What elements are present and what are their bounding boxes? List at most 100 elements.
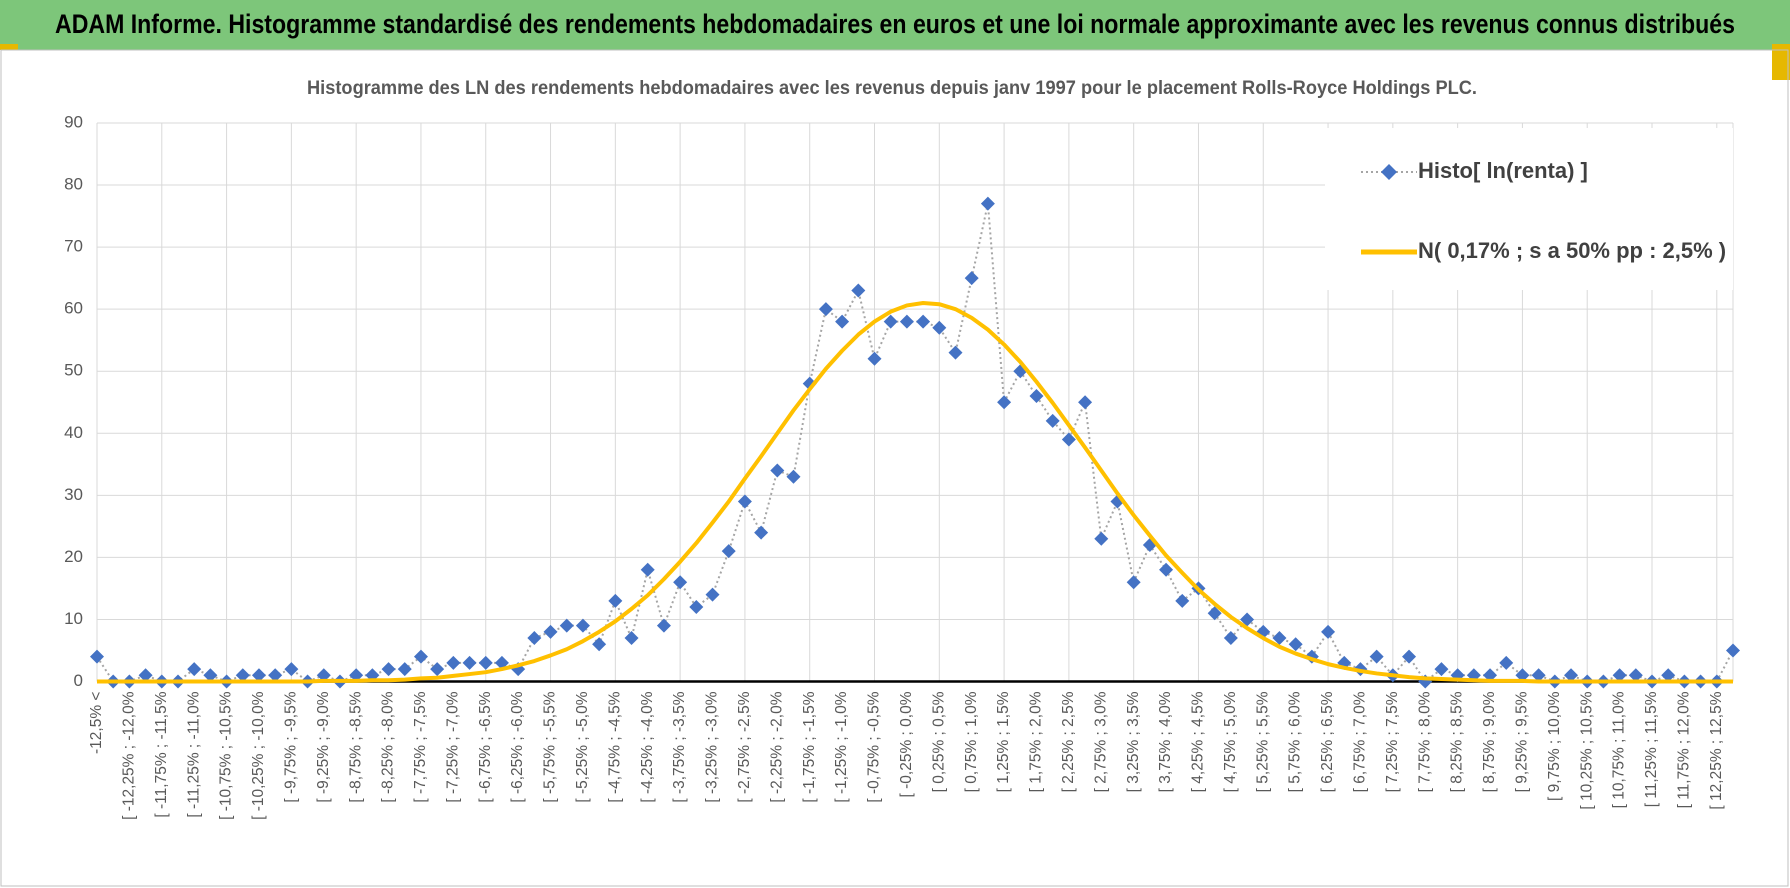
x-tick-label: [ 7,25% ; 7,5%	[1384, 691, 1401, 792]
x-tick-label: [ -10,25% ; -10,0%	[250, 691, 267, 820]
data-point	[721, 544, 736, 559]
data-point	[705, 587, 720, 602]
data-point	[1159, 562, 1174, 577]
x-tick-label: [ -10,75% ; -10,5%	[218, 691, 235, 820]
banner-title: ADAM Informe. Histogramme standardisé de…	[55, 9, 1735, 39]
data-point	[899, 314, 914, 329]
banner-bar	[0, 0, 1790, 50]
x-tick-label: [ 2,25% ; 2,5%	[1060, 691, 1077, 792]
x-tick-label: [ -12,25% ; -12,0%	[120, 691, 137, 820]
data-point	[413, 649, 428, 664]
legend-box	[1325, 128, 1733, 290]
x-tick-label: [ 8,25% ; 8,5%	[1449, 691, 1466, 792]
data-point	[1515, 668, 1530, 683]
data-point	[1126, 575, 1141, 590]
x-tick-label: [ 4,75% ; 5,0%	[1222, 691, 1239, 792]
data-point	[203, 668, 218, 683]
y-tick-label: 80	[64, 175, 83, 194]
x-tick-label: [ 4,25% ; 4,5%	[1190, 691, 1207, 792]
data-point	[1061, 432, 1076, 447]
data-point	[1240, 612, 1255, 627]
data-point	[997, 395, 1012, 410]
x-tick-label: [ 10,75% ; 11,0%	[1611, 691, 1628, 808]
data-point	[478, 655, 493, 670]
data-point	[592, 637, 607, 652]
data-point	[268, 668, 283, 683]
x-tick-label: [ 7,75% ; 8,0%	[1416, 691, 1433, 792]
data-point	[446, 655, 461, 670]
data-point	[673, 575, 688, 590]
data-point	[316, 668, 331, 683]
data-point	[916, 314, 931, 329]
data-point	[575, 618, 590, 633]
data-point	[543, 624, 558, 639]
x-tick-label: [ -4,25% ; -4,0%	[639, 691, 656, 802]
x-tick-label: [ -0,25% ; 0,0%	[898, 691, 915, 797]
data-point	[1321, 624, 1336, 639]
data-point	[559, 618, 574, 633]
data-point	[1288, 637, 1303, 652]
data-point	[932, 320, 947, 335]
data-point	[1094, 531, 1109, 546]
data-point	[608, 593, 623, 608]
data-point	[90, 649, 104, 664]
data-point	[689, 600, 704, 615]
data-point	[1612, 668, 1627, 683]
x-tick-label: [ -8,75% ; -8,5%	[347, 691, 364, 802]
y-tick-label: 30	[64, 485, 83, 504]
x-tick-label: [ 9,25% ; 9,5%	[1514, 691, 1531, 792]
chart-frame	[0, 49, 1789, 887]
x-tick-label: [ 5,75% ; 6,0%	[1287, 691, 1304, 792]
data-point	[284, 662, 299, 677]
data-point	[1078, 395, 1093, 410]
x-tick-label: [ 1,25% ; 1,5%	[995, 691, 1012, 792]
x-tick-label: [ -9,25% ; -9,0%	[315, 691, 332, 802]
data-point	[138, 668, 153, 683]
data-point	[948, 345, 963, 360]
series-line	[97, 300, 1733, 684]
data-point	[462, 655, 477, 670]
x-tick-label: [ -3,75% ; -3,5%	[671, 691, 688, 802]
data-point	[851, 283, 866, 298]
data-point	[527, 631, 542, 646]
corner-mark	[1772, 44, 1790, 80]
x-tick-label: [ 0,75% ; 1,0%	[963, 691, 980, 792]
y-tick-label: 0	[74, 671, 83, 690]
x-tick-label: [ 2,75% ; 3,0%	[1092, 691, 1109, 792]
data-point	[980, 196, 995, 211]
x-tick-label: [ 9,75% ; 10,0%	[1546, 691, 1563, 801]
x-tick-label: [ -6,25% ; -6,0%	[509, 691, 526, 802]
legend-marker	[1381, 164, 1397, 180]
data-point	[1531, 668, 1546, 683]
data-point	[818, 302, 833, 317]
x-tick-label: [ -11,75% ; -11,5%	[153, 691, 170, 817]
y-tick-label: 10	[64, 609, 83, 628]
data-point	[640, 562, 655, 577]
data-point	[867, 351, 882, 366]
x-tick-label: [ -7,75% ; -7,5%	[412, 691, 429, 802]
x-tick-label: [ -5,75% ; -5,5%	[542, 691, 559, 802]
x-tick-label: [ -8,25% ; -8,0%	[380, 691, 397, 802]
data-point	[381, 662, 396, 677]
data-point	[1207, 606, 1222, 621]
data-point	[1628, 668, 1643, 683]
data-point	[251, 668, 266, 683]
x-tick-label: [ -0,75% ; -0,5%	[866, 691, 883, 802]
x-tick-label: [ 5,25% ; 5,5%	[1254, 691, 1271, 792]
data-point	[656, 618, 671, 633]
y-tick-label: 60	[64, 299, 83, 318]
x-tick-label: [ -5,25% ; -5,0%	[574, 691, 591, 802]
data-point	[737, 494, 752, 509]
data-point	[397, 662, 412, 677]
data-point	[1726, 643, 1740, 658]
x-tick-label: -12,5% <	[88, 692, 105, 754]
x-tick-label: [ -7,25% ; -7,0%	[444, 691, 461, 802]
data-point	[1564, 668, 1579, 683]
chart-title: Histogramme des LN des rendements hebdom…	[307, 78, 1477, 99]
data-point	[1434, 662, 1449, 677]
x-tick-label: [ -4,75% ; -4,5%	[606, 691, 623, 802]
data-point	[754, 525, 769, 540]
x-tick-label: [ 0,25% ; 0,5%	[930, 691, 947, 792]
data-point	[786, 469, 801, 484]
